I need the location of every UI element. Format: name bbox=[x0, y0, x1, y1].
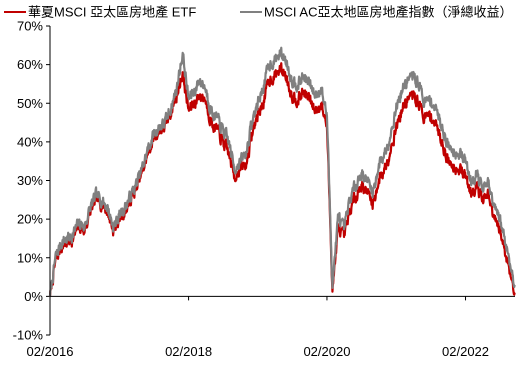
legend-label-index: MSCI AC亞太地區房地產指數（淨總收益） bbox=[264, 5, 512, 20]
y-tick-label: 30% bbox=[17, 173, 43, 188]
legend: 華夏MSCI 亞太區房地產 ETF MSCI AC亞太地區房地產指數（淨總收益） bbox=[4, 5, 512, 20]
x-tick-label: 02/2020 bbox=[303, 344, 350, 359]
y-tick-label: 60% bbox=[17, 57, 43, 72]
legend-label-etf: 華夏MSCI 亞太區房地產 ETF bbox=[28, 5, 196, 20]
series-layer bbox=[48, 46, 516, 297]
x-axis-ticks: 02/2016 02/2018 02/2020 02/2022 bbox=[27, 296, 489, 359]
series-line-etf bbox=[48, 62, 516, 297]
x-tick-label: 02/2022 bbox=[442, 344, 489, 359]
series-line-index bbox=[48, 46, 516, 297]
y-tick-label: 0% bbox=[24, 289, 43, 304]
x-tick-label: 02/2018 bbox=[165, 344, 212, 359]
y-tick-label: 40% bbox=[17, 134, 43, 149]
y-tick-label: 20% bbox=[17, 212, 43, 227]
y-tick-label: 10% bbox=[17, 250, 43, 265]
y-axis-ticks: -10% 0% 10% 20% 30% 40% 50% 60% 70% bbox=[13, 19, 50, 343]
y-tick-label: 50% bbox=[17, 96, 43, 111]
y-tick-label: -10% bbox=[13, 328, 44, 343]
y-tick-label: 70% bbox=[17, 19, 43, 34]
x-tick-label: 02/2016 bbox=[27, 344, 74, 359]
